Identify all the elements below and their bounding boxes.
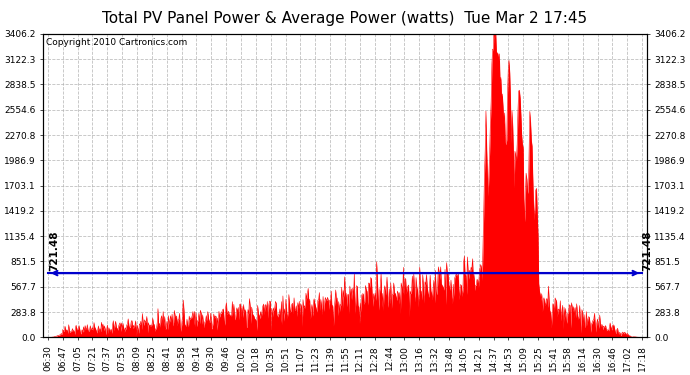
Text: Total PV Panel Power & Average Power (watts)  Tue Mar 2 17:45: Total PV Panel Power & Average Power (wa…: [102, 11, 588, 26]
Text: 721.48: 721.48: [642, 231, 652, 271]
Text: 721.48: 721.48: [50, 231, 59, 271]
Text: Copyright 2010 Cartronics.com: Copyright 2010 Cartronics.com: [46, 39, 188, 48]
